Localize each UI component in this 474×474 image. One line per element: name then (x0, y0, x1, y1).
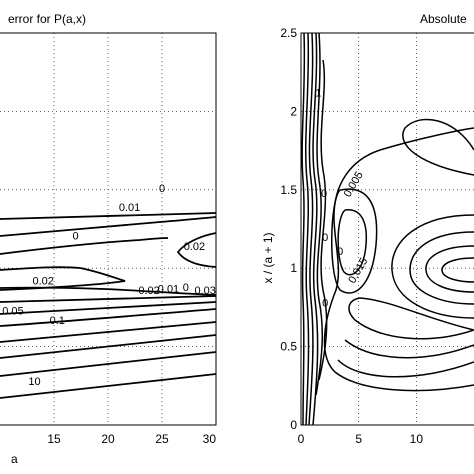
left-contour-line (0, 301, 217, 315)
left-contour-line (176, 232, 217, 268)
right-contour-label: 0 (321, 188, 327, 200)
right-y-tick-label: 1.5 (280, 183, 297, 197)
right-y-tick-label: 0 (290, 418, 297, 432)
left-contour-line (0, 321, 217, 343)
right-contour-line (331, 188, 378, 294)
right-x-tick-label: 5 (355, 432, 362, 446)
left-contour-label: 0 (159, 183, 165, 195)
right-contour-label: 0 (322, 298, 328, 310)
left-contour-label: 0.05 (2, 306, 23, 318)
left-contour-line (0, 308, 217, 327)
right-contour-line (318, 59, 328, 381)
left-contour-line (0, 286, 217, 296)
left-x-axis-label: a (11, 452, 18, 466)
right-x-tick-label: 0 (298, 432, 305, 446)
left-contour-line (0, 216, 217, 237)
right-y-tick-labels: 0 0.5 1 1.5 2 2.5 (280, 26, 297, 432)
left-x-tick-label: 25 (155, 432, 169, 446)
right-contour-line (425, 245, 474, 293)
left-x-tick-label: 20 (101, 432, 115, 446)
right-contour-label: 1 (315, 88, 321, 100)
right-contour-line (344, 339, 474, 359)
right-contour-line (409, 231, 474, 305)
right-contour-line (402, 118, 474, 176)
left-contour-line (0, 266, 126, 291)
left-chart-title: error for P(a,x) (8, 12, 86, 26)
right-contour-label: 0.005 (342, 170, 366, 200)
left-contour-label: 0.01 (119, 202, 140, 214)
right-contour-line (391, 214, 474, 319)
right-contour-label: 0 (322, 232, 328, 244)
left-contour-label: 0.1 (50, 315, 65, 327)
left-x-tick-label: 30 (203, 432, 217, 446)
right-contour-line (301, 32, 306, 426)
left-contour-label: 0.02 (138, 285, 159, 297)
left-contour-line (0, 351, 217, 377)
right-contour-line (323, 127, 474, 392)
right-contour-line (308, 32, 314, 426)
right-y-tick-label: 2.5 (280, 26, 297, 40)
left-plot-frame (0, 32, 217, 426)
right-contour-line (315, 32, 324, 396)
right-y-tick-label: 0.5 (280, 340, 297, 354)
right-contour-label: 0.015 (346, 256, 370, 286)
right-contour-label: 0 (337, 246, 343, 258)
right-contour-line (337, 359, 474, 378)
right-contour-lines (301, 32, 474, 426)
right-grid (301, 33, 474, 425)
left-contour-label: 0.02 (32, 276, 53, 288)
left-contour-label: 0 (73, 230, 79, 242)
left-contour-label: 0.02 (184, 241, 205, 253)
right-contour-line (441, 257, 474, 283)
left-contour-line (0, 295, 217, 303)
left-contour-line (0, 237, 169, 255)
left-contour-label: 0.01 (158, 284, 179, 296)
right-contour-line (304, 32, 310, 426)
right-x-tick-label: 10 (410, 432, 424, 446)
right-contour-line (312, 32, 319, 426)
left-grid (0, 33, 217, 425)
right-y-tick-label: 1 (290, 261, 297, 275)
right-chart-title: Absolute (420, 12, 467, 26)
left-x-tick-label: 15 (47, 432, 61, 446)
right-y-tick-label: 2 (290, 104, 297, 118)
left-contour-line (0, 373, 217, 399)
left-contour-label: 0.03 (194, 285, 215, 297)
right-y-axis-label: x / (a + 1) (261, 232, 275, 283)
right-contour-line (348, 297, 474, 340)
right-x-tick-labels: 0 5 10 (298, 432, 424, 446)
right-contour-line (337, 209, 368, 276)
left-x-tick-labels: 15 20 25 30 (47, 432, 216, 446)
left-contour-lines (0, 212, 217, 399)
left-contour-line (0, 212, 217, 220)
right-plot-frame (300, 32, 474, 426)
left-contour-label: 10 (28, 376, 40, 388)
left-contour-line (0, 334, 217, 359)
left-contour-label: 0 (183, 282, 189, 294)
